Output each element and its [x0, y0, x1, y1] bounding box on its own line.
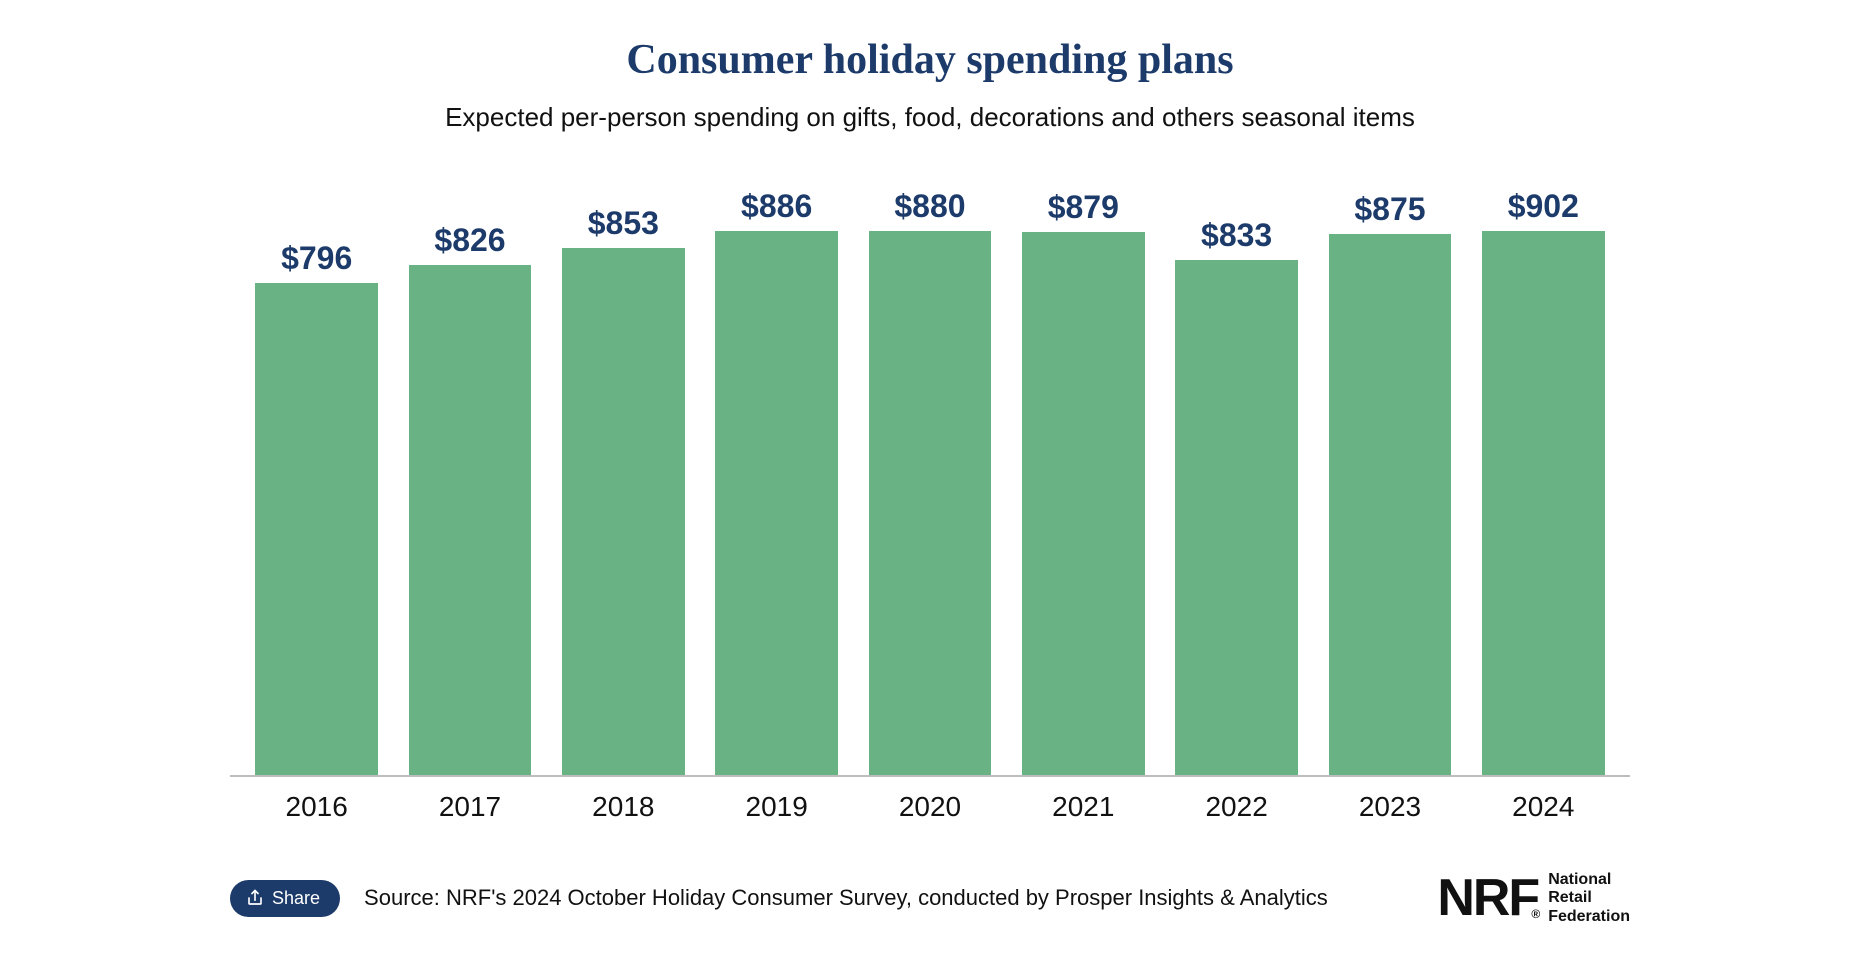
bar-value-label: $880	[894, 188, 965, 225]
chart-footer: Share Source: NRF's 2024 October Holiday…	[230, 871, 1630, 926]
bar	[869, 231, 992, 775]
bar-slot: $902	[1467, 188, 1620, 775]
bar	[562, 248, 685, 775]
x-axis-label: 2017	[393, 791, 546, 823]
chart-title: Consumer holiday spending plans	[230, 36, 1630, 84]
bar	[1482, 231, 1605, 775]
nrf-logo-text-line: Federation	[1548, 908, 1630, 926]
nrf-logo-text-line: Retail	[1548, 889, 1630, 907]
bar-value-label: $886	[741, 188, 812, 225]
nrf-logo-mark: NRF®	[1437, 872, 1538, 924]
x-axis-label: 2022	[1160, 791, 1313, 823]
nrf-logo-letters: NRF	[1437, 869, 1538, 927]
x-axis-label: 2016	[240, 791, 393, 823]
bar-slot: $879	[1007, 188, 1160, 775]
bar	[1022, 232, 1145, 775]
bar	[715, 231, 838, 775]
source-text: Source: NRF's 2024 October Holiday Consu…	[364, 885, 1413, 911]
bar-chart-plot: $796 $826 $853 $886 $880 $879 $833 $875 $902	[230, 188, 1630, 777]
bar-value-label: $875	[1354, 191, 1425, 228]
bar	[255, 283, 378, 775]
x-axis-label: 2024	[1467, 791, 1620, 823]
nrf-logo: NRF® NationalRetailFederation	[1437, 871, 1630, 926]
bar-value-label: $796	[281, 240, 352, 277]
chart-card: Consumer holiday spending plans Expected…	[170, 0, 1690, 956]
x-axis-label: 2020	[853, 791, 1006, 823]
x-axis-labels: 201620172018201920202021202220232024	[230, 791, 1630, 823]
nrf-logo-text: NationalRetailFederation	[1548, 871, 1630, 926]
bar	[409, 265, 532, 775]
bar-value-label: $879	[1048, 189, 1119, 226]
share-button[interactable]: Share	[230, 880, 340, 917]
x-axis-label: 2018	[547, 791, 700, 823]
x-axis-label: 2021	[1007, 791, 1160, 823]
bar-value-label: $833	[1201, 217, 1272, 254]
bar-slot: $833	[1160, 188, 1313, 775]
nrf-logo-text-line: National	[1548, 871, 1630, 889]
bar-slot: $880	[853, 188, 1006, 775]
bar-slot: $796	[240, 188, 393, 775]
bar-slot: $886	[700, 188, 853, 775]
bar-slot: $826	[393, 188, 546, 775]
bar	[1175, 260, 1298, 775]
x-axis-label: 2019	[700, 791, 853, 823]
x-axis-label: 2023	[1313, 791, 1466, 823]
bar	[1329, 234, 1452, 774]
bar-slot: $853	[547, 188, 700, 775]
bar-value-label: $853	[588, 205, 659, 242]
bar-slot: $875	[1313, 188, 1466, 775]
share-icon	[246, 889, 264, 907]
registered-mark: ®	[1531, 908, 1540, 920]
bar-value-label: $902	[1508, 188, 1579, 225]
chart-subtitle: Expected per-person spending on gifts, f…	[230, 102, 1630, 133]
share-button-label: Share	[272, 888, 320, 909]
bar-value-label: $826	[434, 222, 505, 259]
